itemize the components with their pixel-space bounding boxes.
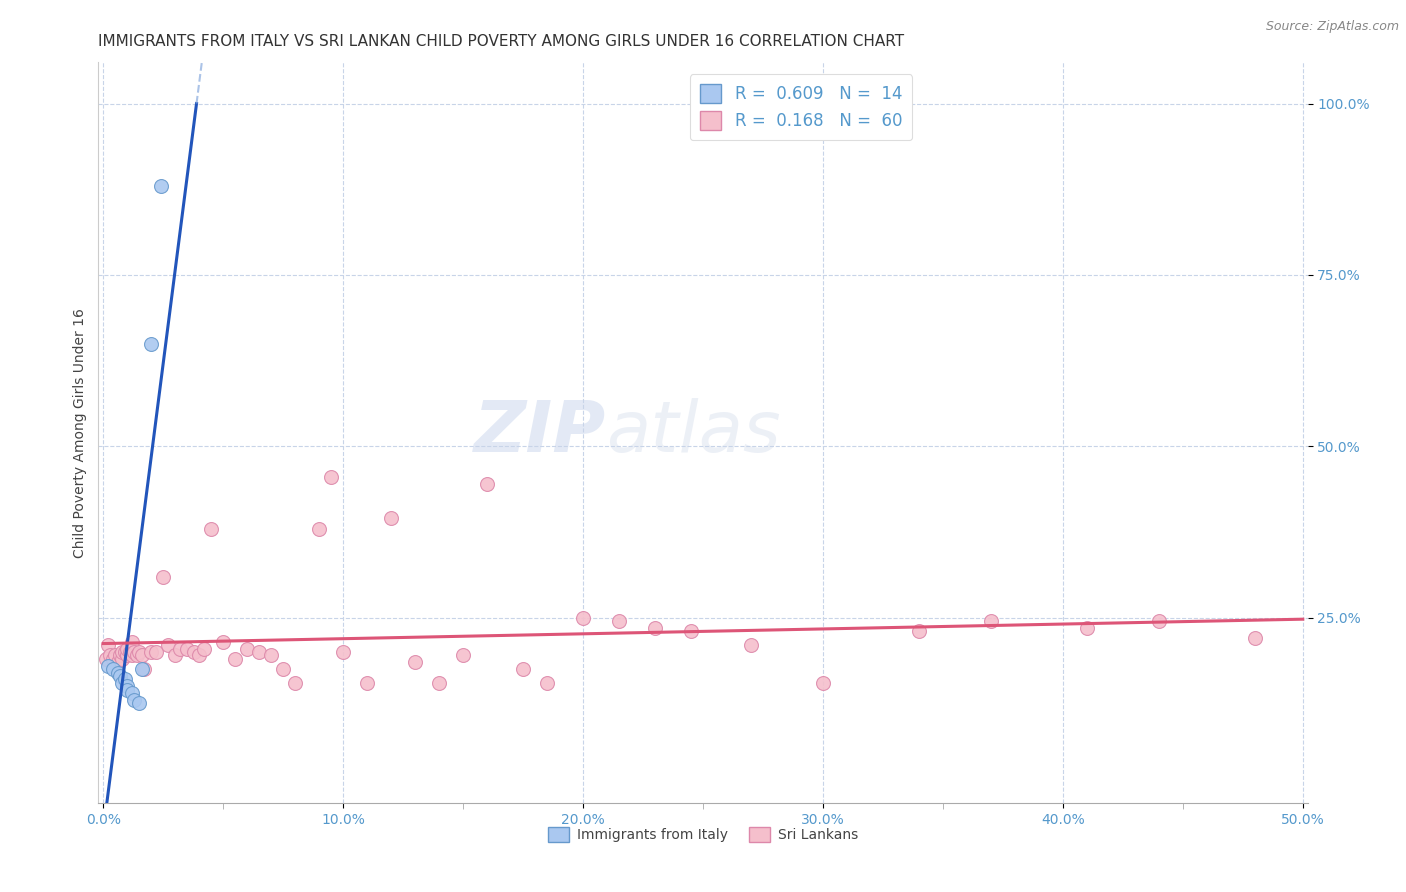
Point xyxy=(193,641,215,656)
Point xyxy=(149,178,172,193)
Point xyxy=(131,648,153,663)
Point xyxy=(125,648,148,663)
Point xyxy=(107,665,129,680)
Point xyxy=(132,662,155,676)
Point xyxy=(644,621,666,635)
Point xyxy=(111,676,134,690)
Point xyxy=(101,662,124,676)
Point xyxy=(607,614,630,628)
Point xyxy=(572,611,595,625)
Point xyxy=(908,624,931,639)
Point xyxy=(101,652,124,666)
Point xyxy=(97,638,120,652)
Point xyxy=(356,676,378,690)
Point xyxy=(176,641,198,656)
Point xyxy=(107,655,129,669)
Point xyxy=(141,336,163,351)
Point xyxy=(141,645,163,659)
Point xyxy=(108,648,131,663)
Point xyxy=(114,673,136,687)
Point xyxy=(114,645,136,659)
Point xyxy=(271,662,294,676)
Point xyxy=(1076,621,1098,635)
Point xyxy=(980,614,1002,628)
Point xyxy=(512,662,534,676)
Point xyxy=(111,645,134,659)
Point xyxy=(188,648,211,663)
Point xyxy=(224,652,246,666)
Point xyxy=(115,648,138,663)
Point xyxy=(451,648,474,663)
Point xyxy=(131,662,153,676)
Point xyxy=(115,679,138,693)
Point xyxy=(115,641,138,656)
Point xyxy=(121,648,143,663)
Point xyxy=(679,624,702,639)
Point xyxy=(152,569,174,583)
Point xyxy=(321,470,343,484)
Point xyxy=(145,645,167,659)
Point xyxy=(380,511,402,525)
Point xyxy=(236,641,259,656)
Point xyxy=(740,638,762,652)
Point xyxy=(404,655,426,669)
Point xyxy=(121,634,143,648)
Point xyxy=(247,645,270,659)
Point xyxy=(200,522,222,536)
Point xyxy=(115,682,138,697)
Point xyxy=(100,648,122,663)
Point xyxy=(156,638,179,652)
Point xyxy=(308,522,330,536)
Text: Source: ZipAtlas.com: Source: ZipAtlas.com xyxy=(1265,20,1399,33)
Point xyxy=(332,645,354,659)
Legend: Immigrants from Italy, Sri Lankans: Immigrants from Italy, Sri Lankans xyxy=(543,822,863,847)
Point xyxy=(118,645,141,659)
Point xyxy=(124,645,146,659)
Point xyxy=(128,645,150,659)
Point xyxy=(1147,614,1170,628)
Point xyxy=(128,697,150,711)
Y-axis label: Child Poverty Among Girls Under 16: Child Poverty Among Girls Under 16 xyxy=(73,308,87,558)
Point xyxy=(169,641,191,656)
Point xyxy=(212,634,235,648)
Point xyxy=(536,676,558,690)
Text: IMMIGRANTS FROM ITALY VS SRI LANKAN CHILD POVERTY AMONG GIRLS UNDER 16 CORRELATI: IMMIGRANTS FROM ITALY VS SRI LANKAN CHIL… xyxy=(98,34,904,49)
Point xyxy=(124,693,146,707)
Point xyxy=(94,652,117,666)
Text: ZIP: ZIP xyxy=(474,398,606,467)
Point xyxy=(108,669,131,683)
Point xyxy=(427,676,450,690)
Point xyxy=(475,477,498,491)
Point xyxy=(1243,632,1265,646)
Point xyxy=(284,676,307,690)
Text: atlas: atlas xyxy=(606,398,780,467)
Point xyxy=(121,686,143,700)
Point xyxy=(260,648,283,663)
Point xyxy=(111,652,134,666)
Point xyxy=(183,645,205,659)
Point xyxy=(165,648,187,663)
Point xyxy=(97,658,120,673)
Point xyxy=(104,648,127,663)
Point xyxy=(811,676,834,690)
